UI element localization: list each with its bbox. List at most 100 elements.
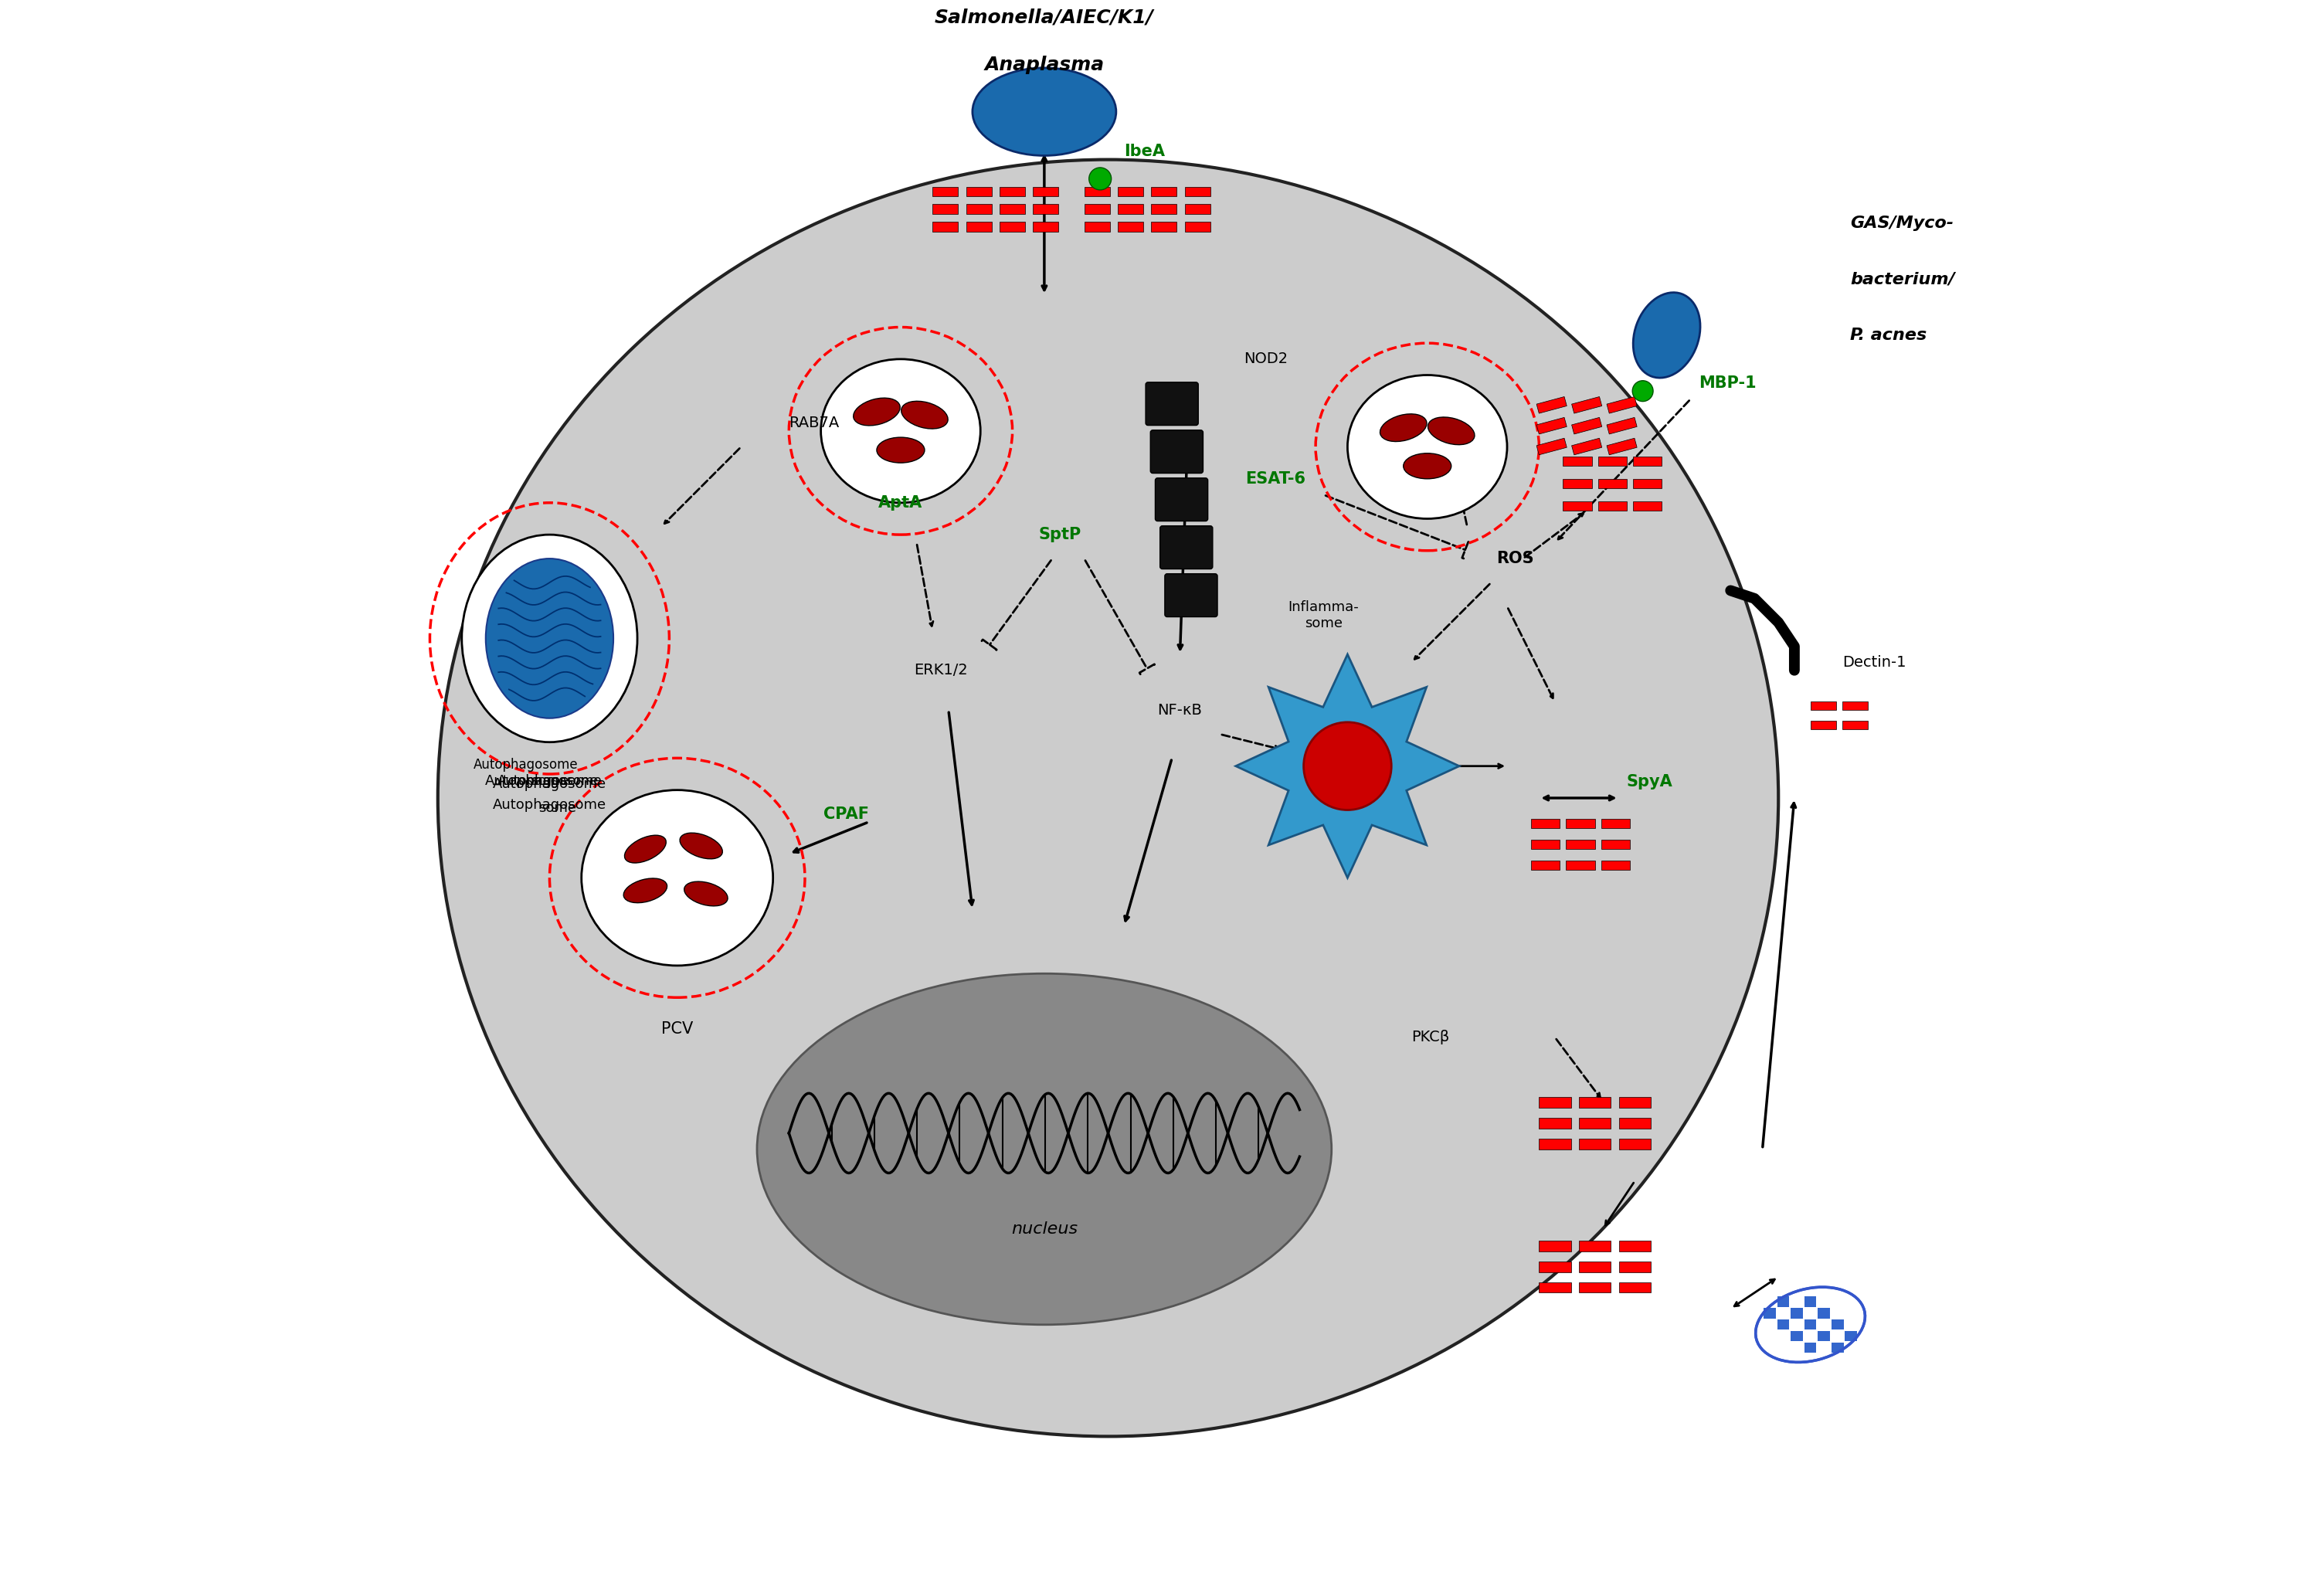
- Ellipse shape: [1304, 721, 1392, 811]
- Bar: [1817, 1331, 1831, 1341]
- Bar: [1084, 187, 1110, 196]
- Text: bacterium/: bacterium/: [1850, 271, 1956, 287]
- Text: ERK1/2: ERK1/2: [913, 662, 966, 678]
- Bar: [1831, 1342, 1843, 1353]
- Bar: [1151, 187, 1177, 196]
- Bar: [1579, 1242, 1611, 1251]
- Text: AptA: AptA: [879, 495, 922, 511]
- Bar: [1184, 187, 1209, 196]
- Bar: [1618, 1261, 1651, 1272]
- Bar: [1598, 456, 1628, 466]
- Text: Autophagosome: Autophagosome: [474, 758, 578, 772]
- Bar: [1572, 397, 1602, 413]
- Ellipse shape: [973, 67, 1117, 155]
- Bar: [1151, 204, 1177, 214]
- FancyBboxPatch shape: [1156, 479, 1207, 522]
- Bar: [1572, 418, 1602, 434]
- Bar: [1803, 1342, 1817, 1353]
- Text: RAB7A: RAB7A: [788, 415, 839, 431]
- Bar: [1531, 819, 1561, 828]
- Text: some: some: [532, 801, 566, 816]
- Bar: [1632, 479, 1662, 488]
- Bar: [999, 187, 1024, 196]
- Bar: [1117, 187, 1142, 196]
- Bar: [966, 187, 992, 196]
- Text: IbeA: IbeA: [1124, 144, 1165, 160]
- Bar: [1151, 222, 1177, 231]
- Ellipse shape: [684, 881, 728, 907]
- Ellipse shape: [583, 790, 772, 966]
- Text: GAS/Myco-: GAS/Myco-: [1850, 215, 1954, 231]
- Bar: [999, 204, 1024, 214]
- Bar: [966, 204, 992, 214]
- Bar: [1531, 860, 1561, 870]
- Bar: [1565, 819, 1595, 828]
- Bar: [1572, 439, 1602, 455]
- Bar: [1602, 819, 1630, 828]
- Ellipse shape: [624, 835, 666, 863]
- Text: Inflamma-
some: Inflamma- some: [1288, 600, 1359, 630]
- Bar: [1540, 1242, 1570, 1251]
- Bar: [1607, 397, 1637, 413]
- FancyBboxPatch shape: [1161, 527, 1214, 568]
- Bar: [1540, 1261, 1570, 1272]
- Bar: [932, 187, 957, 196]
- Ellipse shape: [1632, 380, 1653, 402]
- Bar: [1607, 439, 1637, 455]
- Bar: [1579, 1098, 1611, 1108]
- Text: P. acnes: P. acnes: [1850, 327, 1926, 343]
- Ellipse shape: [1380, 413, 1427, 442]
- Bar: [1033, 204, 1059, 214]
- Bar: [966, 222, 992, 231]
- Ellipse shape: [1755, 1286, 1866, 1363]
- Bar: [1117, 222, 1142, 231]
- Bar: [1618, 1283, 1651, 1293]
- Bar: [1563, 456, 1591, 466]
- Ellipse shape: [486, 559, 613, 718]
- Bar: [1602, 860, 1630, 870]
- Bar: [1540, 1140, 1570, 1149]
- Ellipse shape: [1348, 375, 1507, 519]
- Bar: [1618, 1117, 1651, 1128]
- Bar: [1843, 702, 1868, 710]
- Text: Autophagosome: Autophagosome: [492, 798, 606, 812]
- Bar: [1598, 479, 1628, 488]
- FancyBboxPatch shape: [1151, 429, 1202, 474]
- Bar: [1084, 222, 1110, 231]
- Bar: [1845, 1331, 1857, 1341]
- Bar: [999, 222, 1024, 231]
- Bar: [932, 204, 957, 214]
- Ellipse shape: [1429, 417, 1475, 445]
- Bar: [1810, 702, 1836, 710]
- Bar: [1810, 721, 1836, 729]
- Text: NOD2: NOD2: [1244, 351, 1288, 367]
- Bar: [1579, 1261, 1611, 1272]
- Bar: [1792, 1309, 1803, 1318]
- Ellipse shape: [462, 535, 638, 742]
- Bar: [1778, 1296, 1789, 1307]
- Text: PKCβ: PKCβ: [1410, 1029, 1450, 1045]
- Ellipse shape: [1089, 168, 1112, 190]
- Text: NF-κB: NF-κB: [1158, 702, 1202, 718]
- FancyBboxPatch shape: [1147, 381, 1198, 426]
- Text: SpyA: SpyA: [1628, 774, 1674, 790]
- Bar: [1117, 204, 1142, 214]
- Bar: [1764, 1309, 1776, 1318]
- Ellipse shape: [902, 401, 948, 429]
- Text: some: some: [525, 779, 560, 793]
- Bar: [1537, 439, 1568, 455]
- Bar: [1033, 187, 1059, 196]
- Text: nucleus: nucleus: [1010, 1221, 1077, 1237]
- Bar: [1531, 839, 1561, 849]
- Bar: [1817, 1309, 1831, 1318]
- FancyBboxPatch shape: [1165, 575, 1218, 616]
- Ellipse shape: [821, 359, 980, 503]
- Bar: [1602, 839, 1630, 849]
- Text: Salmonella/AIEC/K1/: Salmonella/AIEC/K1/: [934, 8, 1154, 27]
- Ellipse shape: [756, 974, 1332, 1325]
- Text: Anaplasma: Anaplasma: [985, 56, 1105, 75]
- Ellipse shape: [437, 160, 1778, 1436]
- Ellipse shape: [1403, 453, 1452, 479]
- Bar: [1598, 501, 1628, 511]
- Bar: [1778, 1320, 1789, 1329]
